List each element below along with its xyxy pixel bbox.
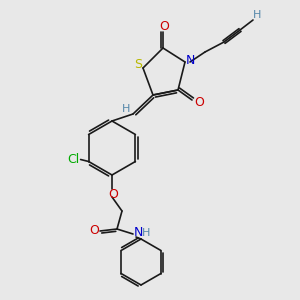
Text: H: H [253,10,261,20]
Text: O: O [194,95,204,109]
Text: H: H [122,104,130,114]
Text: Cl: Cl [68,153,80,166]
Text: O: O [89,224,99,238]
Text: H: H [142,228,150,238]
Text: O: O [108,188,118,202]
Text: N: N [133,226,143,239]
Text: N: N [185,55,195,68]
Text: S: S [134,58,142,70]
Text: O: O [159,20,169,32]
